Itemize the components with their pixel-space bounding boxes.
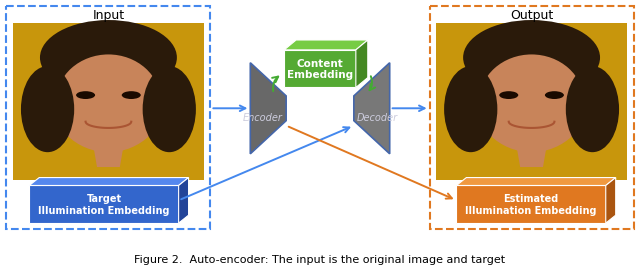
Polygon shape [284,40,368,50]
Ellipse shape [463,20,600,95]
Polygon shape [354,63,390,154]
Polygon shape [29,178,189,185]
Text: Encoder: Encoder [243,113,283,123]
Ellipse shape [143,66,196,152]
Ellipse shape [21,66,74,152]
Text: Input: Input [92,9,125,22]
Polygon shape [284,50,356,88]
Polygon shape [456,178,616,185]
Ellipse shape [479,54,584,148]
Polygon shape [93,145,124,167]
Ellipse shape [49,35,168,152]
Polygon shape [605,178,616,223]
Ellipse shape [472,35,591,152]
Text: Content
Embedding: Content Embedding [287,59,353,80]
Text: Target
Illumination Embedding: Target Illumination Embedding [38,195,170,216]
Polygon shape [456,185,605,223]
Text: Decoder: Decoder [356,113,397,123]
Polygon shape [356,40,368,88]
Polygon shape [179,178,189,223]
Polygon shape [250,63,286,154]
Text: Output: Output [510,9,553,22]
Text: Estimated
Illumination Embedding: Estimated Illumination Embedding [465,195,597,216]
Polygon shape [516,145,547,167]
Ellipse shape [56,54,161,148]
Polygon shape [29,185,179,223]
Ellipse shape [566,66,619,152]
Ellipse shape [122,91,141,99]
Text: Figure 2.  Auto-encoder: The input is the original image and target: Figure 2. Auto-encoder: The input is the… [134,255,506,265]
Ellipse shape [499,91,518,99]
Ellipse shape [545,91,564,99]
Ellipse shape [76,91,95,99]
Ellipse shape [444,66,497,152]
Ellipse shape [40,20,177,95]
Polygon shape [13,23,204,180]
Polygon shape [436,23,627,180]
